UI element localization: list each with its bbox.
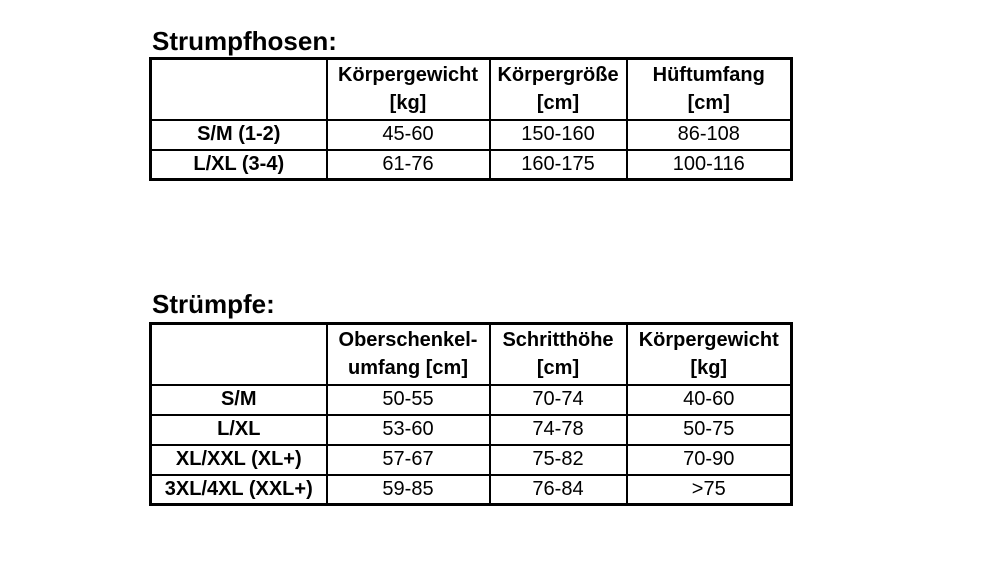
struempfe-header-row: Oberschenkel- umfang [cm] Schritthöhe [c… (149, 322, 793, 386)
table-row: 3XL/4XL (XXL+) 59-85 76-84 >75 (149, 473, 793, 506)
table-cell: 50-55 (325, 383, 491, 416)
header-line: [kg] (690, 357, 728, 380)
table-cell: 160-175 (488, 148, 628, 181)
struempfe-table: Oberschenkel- umfang [cm] Schritthöhe [c… (149, 322, 793, 506)
strumpfhosen-header-hueftumfang: Hüftumfang [cm] (625, 57, 793, 121)
table-cell: 50-75 (625, 413, 793, 446)
struempfe-title: Strümpfe: (152, 289, 275, 319)
row-label: S/M (1-2) (149, 118, 328, 151)
header-line: [kg] (389, 92, 427, 115)
header-line: Schritthöhe (502, 329, 614, 352)
row-label: 3XL/4XL (XXL+) (149, 473, 328, 506)
table-cell: 70-74 (488, 383, 628, 416)
header-line: Oberschenkel- (338, 329, 478, 352)
strumpfhosen-title: Strumpfhosen: (152, 26, 337, 56)
table-cell: 53-60 (325, 413, 491, 446)
table-cell: 57-67 (325, 443, 491, 476)
struempfe-header-schritthoehe: Schritthöhe [cm] (488, 322, 628, 386)
header-line: Körpergewicht (337, 64, 479, 87)
strumpfhosen-header-koerpergroesse: Körpergröße [cm] (488, 57, 628, 121)
table-row: L/XL (3-4) 61-76 160-175 100-116 (149, 148, 793, 181)
table-row: XL/XXL (XL+) 57-67 75-82 70-90 (149, 443, 793, 476)
row-label: S/M (149, 383, 328, 416)
table-cell: 76-84 (488, 473, 628, 506)
table-row: S/M 50-55 70-74 40-60 (149, 383, 793, 416)
table-cell: 70-90 (625, 443, 793, 476)
table-row: S/M (1-2) 45-60 150-160 86-108 (149, 118, 793, 151)
header-line: Hüftumfang (652, 64, 765, 87)
strumpfhosen-corner-cell (149, 57, 328, 121)
strumpfhosen-header-koerpergewicht: Körpergewicht [kg] (325, 57, 491, 121)
table-cell: 45-60 (325, 118, 491, 151)
row-label: XL/XXL (XL+) (149, 443, 328, 476)
header-line: Körpergröße (497, 64, 619, 87)
struempfe-header-oberschenkelumfang: Oberschenkel- umfang [cm] (325, 322, 491, 386)
row-label: L/XL (149, 413, 328, 446)
table-cell: 100-116 (625, 148, 793, 181)
table-cell: 74-78 (488, 413, 628, 446)
table-cell: 59-85 (325, 473, 491, 506)
header-line: [cm] (536, 357, 580, 380)
header-line: [cm] (536, 92, 580, 115)
header-line: Körpergewicht (638, 329, 779, 352)
table-cell: 40-60 (625, 383, 793, 416)
strumpfhosen-table: Körpergewicht [kg] Körpergröße [cm] Hüft… (149, 57, 793, 181)
table-cell: >75 (625, 473, 793, 506)
header-line: umfang [cm] (348, 357, 468, 380)
table-cell: 75-82 (488, 443, 628, 476)
table-cell: 86-108 (625, 118, 793, 151)
table-cell: 150-160 (488, 118, 628, 151)
table-row: L/XL 53-60 74-78 50-75 (149, 413, 793, 446)
row-label: L/XL (3-4) (149, 148, 328, 181)
struempfe-header-koerpergewicht: Körpergewicht [kg] (625, 322, 793, 386)
strumpfhosen-header-row: Körpergewicht [kg] Körpergröße [cm] Hüft… (149, 57, 793, 121)
struempfe-corner-cell (149, 322, 328, 386)
header-line: [cm] (687, 92, 730, 115)
table-cell: 61-76 (325, 148, 491, 181)
